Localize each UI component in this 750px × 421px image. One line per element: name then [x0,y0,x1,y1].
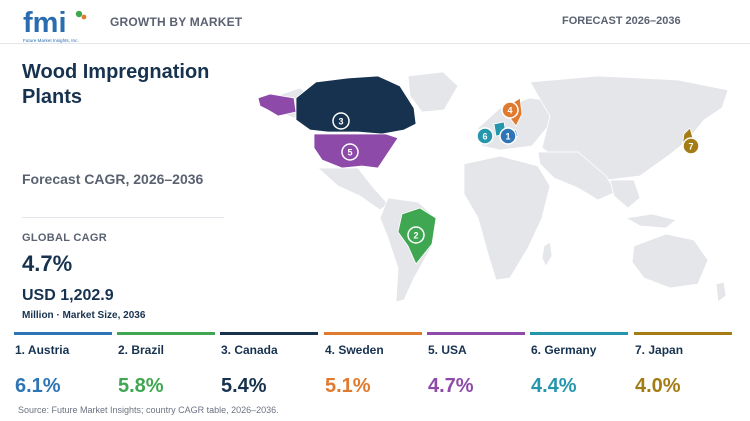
market-size-caption: Million · Market Size, 2036 [22,310,146,321]
map-marker: 7 [682,137,700,155]
country-color-bar [117,332,215,335]
canada-region [295,75,417,135]
usa-alaska-region [257,93,297,117]
country-card: 3. Canada 5.4% [220,332,318,402]
map-marker-rank: 6 [482,132,487,142]
country-color-bar [427,332,525,335]
country-card: 4. Sweden 5.1% [324,332,422,402]
map-marker-dot [476,127,494,145]
country-name: 5. USA [428,343,467,357]
greenland-land [407,71,459,113]
mexico-central-america-land [316,167,389,211]
country-name: 6. Germany [531,343,597,357]
forecast-period-label: FORECAST 2026–2036 [562,15,681,27]
forecast-cagr-label: Forecast CAGR, 2026–2036 [22,171,204,187]
country-card: 5. USA 4.7% [427,332,525,402]
global-cagr-label: GLOBAL CAGR [22,232,107,244]
indonesia-land [624,213,677,229]
africa-land [463,155,551,281]
country-cagr: 5.8% [118,375,164,397]
country-name: 1. Austria [15,343,70,357]
header: fmi Future Market Insights, Inc. GROWTH … [0,0,750,44]
country-color-bar [324,332,422,335]
map-marker-dot [499,127,517,145]
australia-land [631,233,709,289]
map-marker: 2 [407,226,425,244]
country-color-bar [634,332,732,335]
country-color-bar [14,332,112,335]
growth-by-market-label: GROWTH BY MARKET [110,15,243,29]
country-cagr: 4.4% [531,375,577,397]
country-cagr-strip: 1. Austria 6.1% 2. Brazil 5.8% 3. Canada 5.4%… [0,332,750,402]
madagascar-land [541,241,553,267]
map-marker-dot [341,143,359,161]
source-note: Source: Future Market Insights; country … [18,405,279,415]
map-marker: 3 [332,112,350,130]
southeast-asia-land [609,179,641,209]
map-marker-rank: 3 [338,117,343,127]
global-cagr-value: 4.7% [22,251,73,276]
country-card: 2. Brazil 5.8% [117,332,215,402]
country-name: 4. Sweden [325,343,384,357]
map-marker: 4 [501,101,519,119]
country-name: 7. Japan [635,343,684,357]
map-markers: 1 2 3 4 5 6 7 [332,101,700,244]
map-marker: 5 [341,143,359,161]
map-marker-rank: 7 [688,142,693,152]
new-zealand-land [715,281,727,303]
map-marker-dot [407,226,425,244]
country-card: 7. Japan 4.0% [634,332,732,402]
country-card: 1. Austria 6.1% [14,332,112,402]
map-marker: 1 [499,127,517,145]
middle-east-south-asia-land [537,151,617,201]
map-marker-dot [332,112,350,130]
country-name: 2. Brazil [118,343,165,357]
country-card: 6. Germany 4.4% [530,332,628,402]
country-color-bar [530,332,628,335]
market-size-value: USD 1,202.9 [22,287,114,304]
map-marker-rank: 5 [347,148,352,158]
country-name: 3. Canada [221,343,278,357]
land-background [275,71,729,303]
country-cagr: 4.7% [428,375,474,397]
map-marker-rank: 4 [507,106,512,116]
country-cagr: 6.1% [15,375,61,397]
country-cagr: 5.4% [221,375,267,397]
map-marker: 6 [476,127,494,145]
map-marker-dot [682,137,700,155]
page-title: Wood Impregnation Plants [22,61,210,108]
divider [22,217,224,218]
fmi-logo: fmi Future Market Insights, Inc. [23,7,87,43]
country-cagr: 4.0% [635,375,681,397]
map-marker-rank: 2 [413,231,418,241]
svg-text:fmi: fmi [23,7,67,39]
svg-text:Future Market Insights, Inc.: Future Market Insights, Inc. [23,38,79,43]
country-color-bar [220,332,318,335]
map-marker-dot [501,101,519,119]
world-map: 1 2 3 4 5 6 7 [257,71,729,303]
country-cagr: 5.1% [325,375,371,397]
map-marker-rank: 1 [505,132,510,142]
